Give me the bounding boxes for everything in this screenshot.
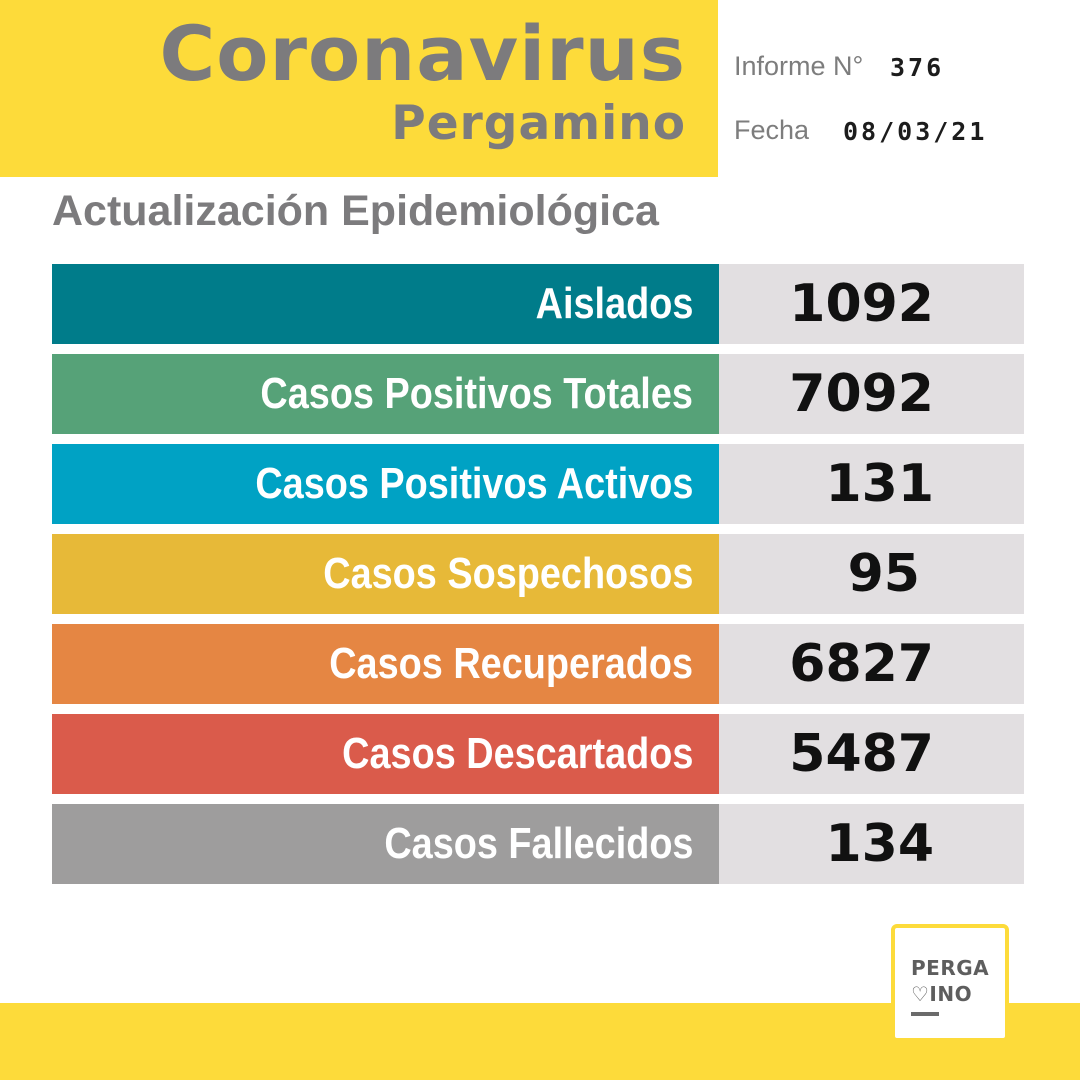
pergamino-logo: PERGA ♡INO — [891, 924, 1011, 1056]
city-title: Pergamino — [391, 96, 686, 151]
stat-label-box: Casos Descartados — [52, 714, 719, 794]
section-subtitle: Actualización Epidemiológica — [52, 187, 659, 235]
stat-label-box: Casos Fallecidos — [52, 804, 719, 884]
logo-text-bottom: ♡INO — [911, 982, 973, 1006]
stat-row-aislados: Aislados 1092 — [52, 264, 1024, 344]
stat-value-box: 6827 — [719, 624, 1024, 704]
stat-value: 7092 — [789, 364, 934, 424]
stat-row-fallecidos: Casos Fallecidos 134 — [52, 804, 1024, 884]
stat-row-positivos-activos: Casos Positivos Activos 131 — [52, 444, 1024, 524]
stat-value: 1092 — [789, 274, 934, 334]
stat-label: Casos Sospechosos — [322, 549, 693, 598]
stat-value-box: 1092 — [719, 264, 1024, 344]
fecha-label: Fecha — [734, 115, 810, 145]
logo-underline — [911, 1012, 939, 1016]
logo-box: PERGA ♡INO — [891, 924, 1009, 1042]
stat-value-box: 5487 — [719, 714, 1024, 794]
stat-label: Casos Descartados — [341, 729, 693, 778]
stat-value: 95 — [847, 544, 920, 604]
stat-value-box: 7092 — [719, 354, 1024, 434]
stat-value-box: 131 — [719, 444, 1024, 524]
stat-row-sospechosos: Casos Sospechosos 95 — [52, 534, 1024, 614]
fecha-value: 08/03/21 — [843, 117, 988, 146]
stat-label: Casos Positivos Totales — [260, 369, 693, 418]
stat-label: Casos Fallecidos — [383, 819, 693, 868]
stat-value-box: 95 — [719, 534, 1024, 614]
stat-label: Casos Positivos Activos — [254, 459, 693, 508]
stat-label-box: Casos Positivos Activos — [52, 444, 719, 524]
stat-row-positivos-totales: Casos Positivos Totales 7092 — [52, 354, 1024, 434]
informe-label: Informe N° — [734, 51, 864, 81]
header-band — [0, 0, 718, 177]
stat-label: Aislados — [535, 279, 693, 328]
stat-value: 131 — [825, 454, 934, 514]
stat-value: 5487 — [789, 724, 934, 784]
stat-label-box: Casos Positivos Totales — [52, 354, 719, 434]
stat-value-box: 134 — [719, 804, 1024, 884]
stat-row-recuperados: Casos Recuperados 6827 — [52, 624, 1024, 704]
stat-value: 134 — [825, 814, 934, 874]
stat-label-box: Casos Sospechosos — [52, 534, 719, 614]
stat-label-box: Aislados — [52, 264, 719, 344]
logo-text-top: PERGA — [911, 956, 990, 980]
informe-number: 376 — [890, 53, 945, 82]
stat-label-box: Casos Recuperados — [52, 624, 719, 704]
page-title: Coronavirus — [159, 9, 686, 98]
stat-value: 6827 — [789, 634, 934, 694]
stat-row-descartados: Casos Descartados 5487 — [52, 714, 1024, 794]
stat-label: Casos Recuperados — [329, 639, 693, 688]
